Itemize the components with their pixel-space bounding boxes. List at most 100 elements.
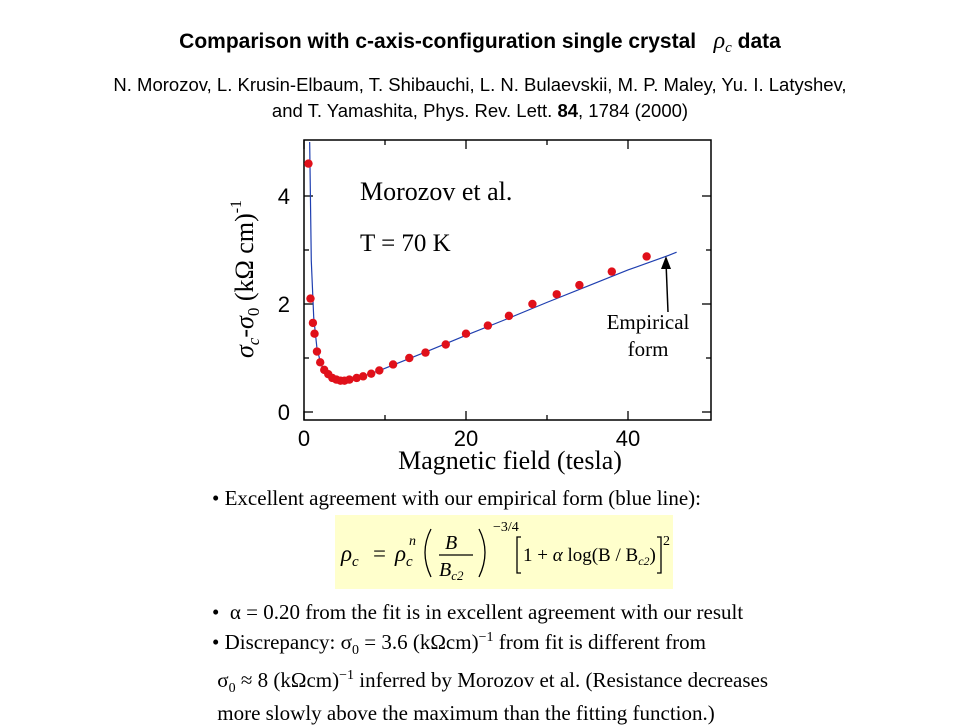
- title-suffix: data: [737, 30, 781, 53]
- data-point: [312, 347, 322, 356]
- bullet-2-alpha: α: [229, 600, 241, 624]
- data-point: [552, 290, 561, 299]
- data-point: [308, 318, 318, 328]
- data-point: [352, 373, 361, 383]
- citation-volume: 84: [557, 100, 579, 121]
- data-point: [316, 358, 325, 367]
- title-prefix: Comparison with c-axis-configuration sin…: [179, 30, 697, 53]
- bullet-5: more slowly above the maximum than the f…: [212, 701, 768, 726]
- bullet-5-text: more slowly above the maximum than the f…: [217, 701, 715, 726]
- y-tick-label: 4: [278, 184, 290, 209]
- formula-right-paren: [478, 528, 486, 578]
- formula-denominator: Bc2: [439, 559, 464, 583]
- citation-text-b: , 1784 (2000): [578, 100, 689, 121]
- bullet-3-sub: 0: [351, 643, 359, 659]
- formula-left-bracket: [516, 536, 521, 574]
- formula-box: ρc = ρc n B Bc2 −3/4 1 + α log(B / Bc2) …: [335, 515, 673, 589]
- formula-lhs: ρc: [340, 541, 359, 570]
- formula: ρc = ρc n B Bc2 −3/4 1 + α log(B / Bc2) …: [340, 520, 670, 583]
- formula-close: ): [650, 545, 656, 566]
- bullet-4-sub: 0: [228, 681, 236, 697]
- data-point: [421, 348, 430, 357]
- formula-one: 1 +: [523, 545, 553, 566]
- formula-rho-n: ρc: [394, 541, 413, 570]
- bullet-1: • Excellent agreement with our empirical…: [212, 486, 702, 510]
- data-point: [367, 369, 376, 378]
- bullet-list: • Excellent agreement with our empirical…: [212, 484, 952, 513]
- formula-den-b: B: [439, 559, 451, 581]
- bullet-4-sigma: σ: [217, 668, 229, 693]
- data-point: [375, 366, 384, 375]
- y-tick-label: 0: [278, 400, 290, 425]
- citation-line-1: N. Morozov, L. Krusin-Elbaum, T. Shibauc…: [113, 74, 847, 95]
- data-points: [304, 159, 651, 385]
- annotation-author: Morozov et al.: [360, 177, 512, 206]
- formula-rho-sub: c: [406, 554, 413, 570]
- data-point: [642, 252, 651, 261]
- x-tick-label: 20: [454, 426, 478, 451]
- formula-bc2-sub: c2: [638, 554, 649, 568]
- data-point: [461, 329, 471, 338]
- title-rho-subscript: c: [725, 40, 732, 56]
- x-tick-label: 0: [298, 426, 310, 451]
- plot-frame: [303, 139, 712, 421]
- x-axis-label: Magnetic field (tesla): [398, 446, 622, 475]
- x-tick-label: 40: [616, 426, 640, 451]
- bullet-3-text-b: = 3.6 (kΩcm): [358, 630, 479, 654]
- annotation-arrow-label-1: Empirical: [607, 310, 690, 334]
- citation-line-2: and T. Yamashita, Phys. Rev. Lett. 84, 1…: [0, 98, 960, 124]
- y-tick-label: 2: [278, 292, 290, 317]
- formula-equals: =: [373, 541, 386, 566]
- bullet-4: σ0 ≈ 8 (kΩcm)−1 inferred by Morozov et a…: [212, 663, 768, 701]
- bullet-2: • α = 0.20 from the fit is in excellent …: [212, 600, 744, 624]
- data-point: [345, 375, 354, 384]
- data-point: [528, 299, 537, 309]
- formula-log: log(B / B: [563, 545, 638, 566]
- bullet-3-text-a: Discrepancy:: [224, 630, 341, 654]
- bullet-4-text-c: inferred by Morozov et al. (Resistance d…: [354, 668, 769, 693]
- axis-ticks: [303, 140, 711, 420]
- formula-alpha: α: [553, 545, 564, 566]
- data-point: [607, 267, 616, 276]
- axis-tick-labels: 0 20 40 0 2 4: [278, 184, 640, 451]
- bullet-list-2: • α = 0.20 from the fit is in excellent …: [212, 600, 768, 726]
- bullet-1-text: Excellent agreement with our empirical f…: [224, 486, 702, 510]
- formula-bracket-body: 1 + α log(B / Bc2): [523, 545, 656, 568]
- title-rho-symbol: ρ: [713, 28, 726, 54]
- formula-bracket-exponent: 2: [663, 534, 670, 549]
- bullet-2-text: = 0.20 from the fit is in excellent agre…: [240, 600, 744, 624]
- annotation-arrow-line: [665, 261, 669, 313]
- annotation-temperature-text: T = 70 K: [360, 230, 451, 257]
- bullet-3-sigma: σ: [340, 630, 352, 654]
- formula-rho-sup: n: [409, 534, 416, 549]
- data-point: [405, 353, 414, 363]
- bullet-4-text-b: ≈ 8 (kΩcm): [235, 668, 340, 693]
- formula-rho: ρ: [394, 541, 406, 566]
- bullet-3: • Discrepancy: σ0 = 3.6 (kΩcm)−1 from fi…: [212, 630, 706, 659]
- bullet-3-text-c: from fit is different from: [493, 630, 706, 654]
- data-point: [304, 159, 313, 168]
- data-point: [483, 321, 493, 330]
- y-axis-label: σc-σ0 (kΩ cm)-1: [228, 200, 263, 358]
- y-axis-label-sub-0: 0: [244, 308, 263, 317]
- data-point: [306, 294, 315, 303]
- data-point: [358, 372, 368, 381]
- formula-den-sub: c2: [451, 568, 464, 583]
- data-point: [310, 329, 319, 338]
- y-axis-label-sigma-0: σ: [230, 315, 259, 329]
- y-axis-label-dash: -: [230, 329, 259, 338]
- annotation-arrow-head: [661, 256, 671, 269]
- annotation-author-text: Morozov et al.: [360, 177, 512, 206]
- annotation-temperature: T = 70 K: [360, 230, 451, 257]
- formula-lhs-rho: ρ: [340, 541, 352, 566]
- slide-title: Comparison with c-axis-configuration sin…: [0, 28, 960, 57]
- formula-left-paren: [424, 528, 432, 578]
- citation: N. Morozov, L. Krusin-Elbaum, T. Shibauc…: [0, 72, 960, 124]
- y-axis-label-exp: -1: [228, 200, 245, 213]
- formula-numerator: B: [445, 532, 457, 554]
- y-axis-label-sigma-c: σ: [230, 344, 259, 358]
- y-axis-label-sub-c: c: [244, 337, 263, 345]
- data-point: [504, 311, 514, 321]
- y-axis-label-unit: (kΩ cm): [230, 213, 259, 307]
